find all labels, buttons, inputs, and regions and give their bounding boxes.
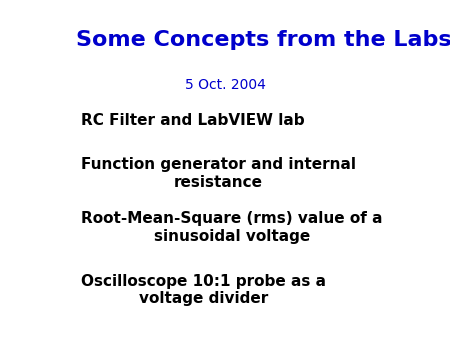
Text: 5 Oct. 2004: 5 Oct. 2004	[184, 78, 266, 92]
Text: Function generator and internal
resistance: Function generator and internal resistan…	[81, 157, 356, 190]
Text: Root-Mean-Square (rms) value of a
sinusoidal voltage: Root-Mean-Square (rms) value of a sinuso…	[81, 211, 382, 244]
Text: Oscilloscope 10:1 probe as a
voltage divider: Oscilloscope 10:1 probe as a voltage div…	[81, 274, 326, 306]
Text: RC Filter and LabVIEW lab: RC Filter and LabVIEW lab	[81, 113, 305, 128]
Text: Some Concepts from the Labs: Some Concepts from the Labs	[76, 30, 450, 50]
